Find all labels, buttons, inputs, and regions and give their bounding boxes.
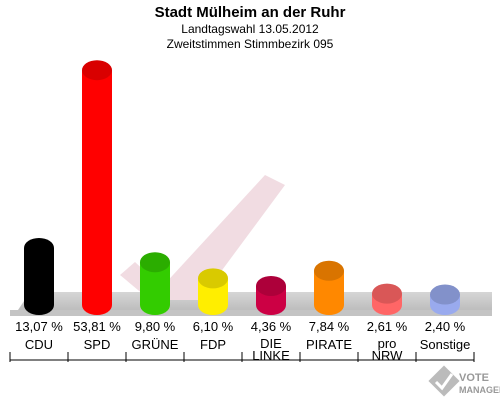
bar-die-linke [256,275,286,315]
value-label-die-linke: 4,36 % [251,319,292,334]
bar-fdp [198,268,228,315]
bar-spd [82,60,112,316]
category-label-sonstige: Sonstige [420,337,471,352]
bar-body-pirate [314,270,344,315]
category-label-gr-ne: GRÜNE [132,337,179,352]
bar-top-die-linke [256,275,286,296]
bar-top-cdu [24,237,54,258]
bar-top-sonstige [430,284,460,305]
bar-top-spd [82,60,112,81]
category-label-pro-nrw: pro NRW [372,336,404,363]
category-label-pirate: PIRATE [306,337,352,352]
chart-floor-front [10,310,492,316]
category-axis: CDU SPD GRÜNE FDP DIE LINKE PIRATE pro NRW Sonsti… [9,336,475,363]
value-labels-group: 13,07 % 53,81 % 9,80 % 6,10 % 4,36 % 7,84 % 2,… [15,319,466,334]
value-label-gr-ne: 9,80 % [135,319,176,334]
chart-subtitle-election: Landtagswahl 13.05.2012 [181,22,319,36]
watermark-check-shape [150,175,285,300]
value-label-cdu: 13,07 % [15,319,63,334]
bar-body-gr-ne [140,262,170,315]
category-label-fdp: FDP [200,337,226,352]
value-label-sonstige: 2,40 % [425,319,466,334]
bar-gr-ne [140,252,170,315]
value-label-pro-nrw: 2,61 % [367,319,408,334]
bar-pirate [314,260,344,315]
value-label-spd: 53,81 % [73,319,121,334]
bar-body-fdp [198,278,228,315]
vote-manager-icon [428,365,460,397]
value-label-pirate: 7,84 % [309,319,350,334]
category-label-cdu: CDU [25,337,53,352]
bar-cdu [24,237,54,315]
category-label-spd: SPD [84,337,111,352]
logo-text-vote: VOTE [459,372,489,384]
bar-sonstige [430,284,460,315]
logo-text-manager: MANAGER [459,385,500,395]
bar-top-pirate [314,260,344,281]
bar-body-spd [82,70,112,316]
chart-subtitle-district: Zweitstimmen Stimmbezirk 095 [167,37,334,51]
bar-top-gr-ne [140,252,170,273]
bars-group [24,60,460,316]
bar-top-pro-nrw [372,283,402,304]
chart-title: Stadt Mülheim an der Ruhr [155,4,346,21]
vote-manager-logo: VOTE MANAGER [428,365,500,397]
value-label-fdp: 6,10 % [193,319,234,334]
category-label-die-linke: DIE LINKE [252,336,290,363]
bar-body-cdu [24,247,54,315]
bar-pro-nrw [372,283,402,315]
bar-top-fdp [198,268,228,289]
